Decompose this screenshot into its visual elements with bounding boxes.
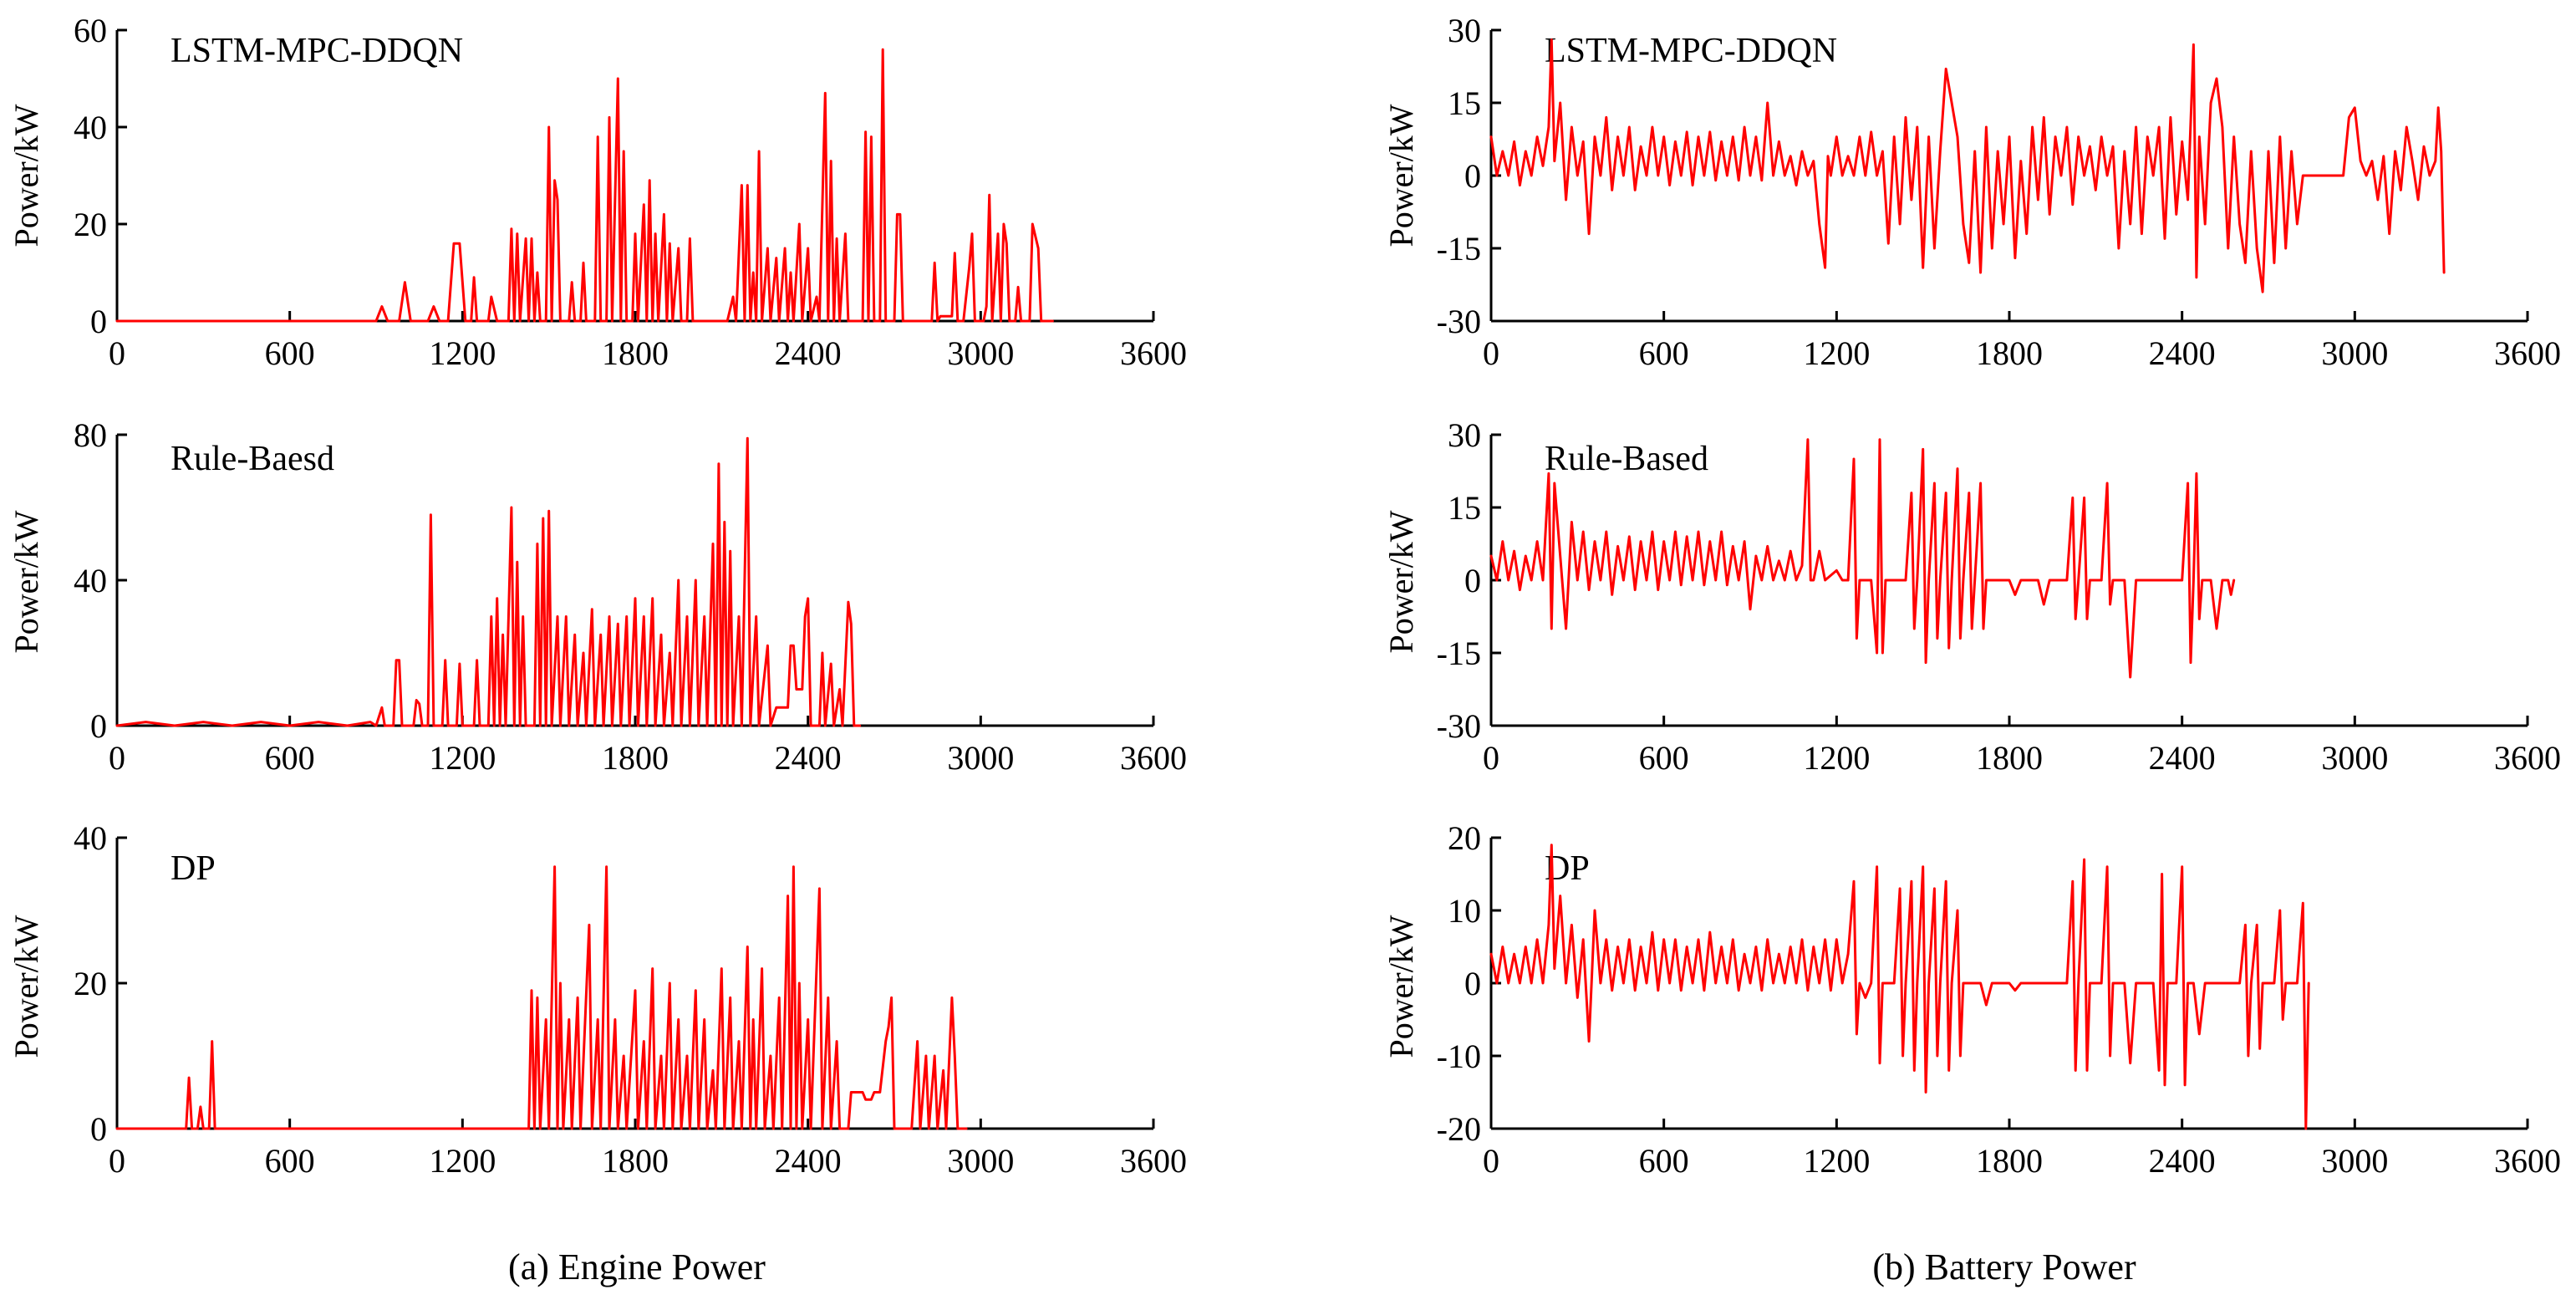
- engine-rule-x-tick-label: 1200: [429, 739, 496, 777]
- engine-lstm-label: LSTM-MPC-DDQN: [171, 32, 463, 70]
- battery-lstm-x-tick-label: 2400: [2149, 334, 2216, 372]
- engine-lstm-y-label: Power/kW: [8, 104, 45, 247]
- engine-lstm-x-tick-label: 600: [265, 334, 315, 372]
- engine-dp-x-tick-label: 600: [265, 1142, 315, 1180]
- battery-dp-y-tick-label: -10: [1437, 1037, 1481, 1075]
- engine-lstm-x-tick-label: 2400: [775, 334, 842, 372]
- battery-lstm-chart: LSTM-MPC-DDQN Power/kW 0 600 1200 1800 2400 3…: [1382, 12, 2561, 372]
- battery-rule-x-tick-label: 0: [1483, 739, 1499, 777]
- engine-rule-y-label: Power/kW: [8, 510, 45, 653]
- battery-dp-x-tick-label: 600: [1639, 1142, 1689, 1180]
- battery-lstm-y-tick-label: 0: [1464, 157, 1481, 195]
- engine-dp-x-tick-label: 3600: [1120, 1142, 1187, 1180]
- engine-dp-y-tick-label: 40: [74, 819, 107, 857]
- engine-rule-x-tick-label: 3000: [947, 739, 1014, 777]
- caption-battery-power: (b) Battery Power: [1872, 1246, 2136, 1287]
- battery-rule-x-tick-label: 1200: [1803, 739, 1870, 777]
- engine-lstm-x-tick-label: 1200: [429, 334, 496, 372]
- battery-rule-series-line: [1489, 438, 2236, 679]
- battery-rule-chart: Rule-Based Power/kW 0 600 1200 1800 2400 3000…: [1382, 416, 2561, 777]
- engine-dp-x-tick-label: 1800: [602, 1142, 669, 1180]
- engine-lstm-x-tick-label: 3000: [947, 334, 1014, 372]
- engine-dp-series-line: [115, 865, 968, 1130]
- battery-lstm-y-tick-label: -15: [1437, 230, 1481, 268]
- battery-rule-x-tick-label: 3000: [2321, 739, 2388, 777]
- battery-rule-x-tick-label: 1800: [1976, 739, 2043, 777]
- battery-rule-x-tick-label: 600: [1639, 739, 1689, 777]
- engine-rule-x-tick-label: 1800: [602, 739, 669, 777]
- engine-dp-y-label: Power/kW: [8, 915, 45, 1058]
- engine-rule-x-tick-label: 3600: [1120, 739, 1187, 777]
- battery-lstm-series-line: [1489, 38, 2446, 293]
- battery-rule-y-label: Power/kW: [1382, 510, 1420, 653]
- engine-dp-y-tick-label: 20: [74, 965, 107, 1002]
- engine-rule-chart: Rule-Baesd Power/kW 0 600 1200 1800 2400 3000…: [8, 416, 1187, 777]
- engine-lstm-y-tick-label: 0: [90, 303, 107, 340]
- battery-lstm-x-tick-label: 1800: [1976, 334, 2043, 372]
- battery-rule-y-tick-label: -15: [1437, 635, 1481, 672]
- battery-dp-x-tick-label: 2400: [2149, 1142, 2216, 1180]
- caption-engine-power: (a) Engine Power: [508, 1246, 766, 1287]
- battery-dp-y-tick-label: 10: [1448, 892, 1481, 930]
- battery-lstm-y-tick-label: 15: [1448, 84, 1481, 122]
- battery-lstm-label: LSTM-MPC-DDQN: [1545, 32, 1837, 70]
- engine-rule-y-tick-label: 80: [74, 416, 107, 454]
- engine-lstm-y-tick-label: 60: [74, 12, 107, 49]
- battery-dp-series-line: [1489, 844, 2310, 1130]
- battery-lstm-x-tick-label: 3600: [2494, 334, 2561, 372]
- battery-rule-y-tick-label: 15: [1448, 489, 1481, 527]
- engine-dp-label: DP: [171, 849, 216, 888]
- engine-dp-x-tick-label: 2400: [775, 1142, 842, 1180]
- battery-dp-x-tick-label: 1200: [1803, 1142, 1870, 1180]
- battery-lstm-x-tick-label: 1200: [1803, 334, 1870, 372]
- engine-lstm-y-tick-label: 40: [74, 109, 107, 146]
- battery-rule-label: Rule-Based: [1545, 440, 1708, 478]
- engine-lstm-x-tick-label: 1800: [602, 334, 669, 372]
- battery-lstm-y-tick-label: -30: [1437, 303, 1481, 340]
- battery-rule-x-tick-label: 2400: [2149, 739, 2216, 777]
- engine-rule-x-tick-label: 2400: [775, 739, 842, 777]
- engine-lstm-series-line: [115, 48, 1054, 323]
- engine-dp-x-tick-label: 0: [109, 1142, 125, 1180]
- engine-lstm-y-tick-label: 20: [74, 206, 107, 243]
- battery-dp-y-tick-label: 20: [1448, 819, 1481, 857]
- engine-lstm-chart: LSTM-MPC-DDQN Power/kW 0 600 1200 1800 2400 3…: [8, 12, 1187, 372]
- engine-dp-x-tick-label: 3000: [947, 1142, 1014, 1180]
- battery-rule-x-tick-label: 3600: [2494, 739, 2561, 777]
- battery-dp-chart: DP Power/kW 0 600 1200 1800 2400 3000 3600-20-…: [1382, 819, 2561, 1180]
- battery-lstm-y-tick-label: 30: [1448, 12, 1481, 49]
- engine-rule-x-tick-label: 600: [265, 739, 315, 777]
- battery-dp-y-label: Power/kW: [1382, 915, 1420, 1058]
- engine-rule-label: Rule-Baesd: [171, 440, 334, 478]
- battery-lstm-x-tick-label: 0: [1483, 334, 1499, 372]
- engine-dp-chart: DP Power/kW 0 600 1200 1800 2400 3000 3600 0 20 4…: [8, 819, 1187, 1180]
- engine-rule-y-tick-label: 0: [90, 707, 107, 745]
- battery-dp-y-tick-label: -20: [1437, 1110, 1481, 1148]
- battery-lstm-x-tick-label: 3000: [2321, 334, 2388, 372]
- battery-dp-x-tick-label: 3600: [2494, 1142, 2561, 1180]
- battery-dp-x-tick-label: 0: [1483, 1142, 1499, 1180]
- battery-rule-y-tick-label: 0: [1464, 562, 1481, 599]
- engine-lstm-x-tick-label: 0: [109, 334, 125, 372]
- battery-rule-y-tick-label: -30: [1437, 707, 1481, 745]
- battery-lstm-y-label: Power/kW: [1382, 104, 1420, 247]
- battery-dp-x-tick-label: 1800: [1976, 1142, 2043, 1180]
- battery-rule-y-tick-label: 30: [1448, 416, 1481, 454]
- engine-rule-series-line: [115, 436, 862, 727]
- battery-dp-y-tick-label: 0: [1464, 965, 1481, 1002]
- engine-rule-x-tick-label: 0: [109, 739, 125, 777]
- battery-dp-x-tick-label: 3000: [2321, 1142, 2388, 1180]
- battery-lstm-x-tick-label: 600: [1639, 334, 1689, 372]
- engine-dp-y-tick-label: 0: [90, 1110, 107, 1148]
- engine-dp-x-tick-label: 1200: [429, 1142, 496, 1180]
- engine-lstm-x-tick-label: 3600: [1120, 334, 1187, 372]
- engine-rule-y-tick-label: 40: [74, 562, 107, 599]
